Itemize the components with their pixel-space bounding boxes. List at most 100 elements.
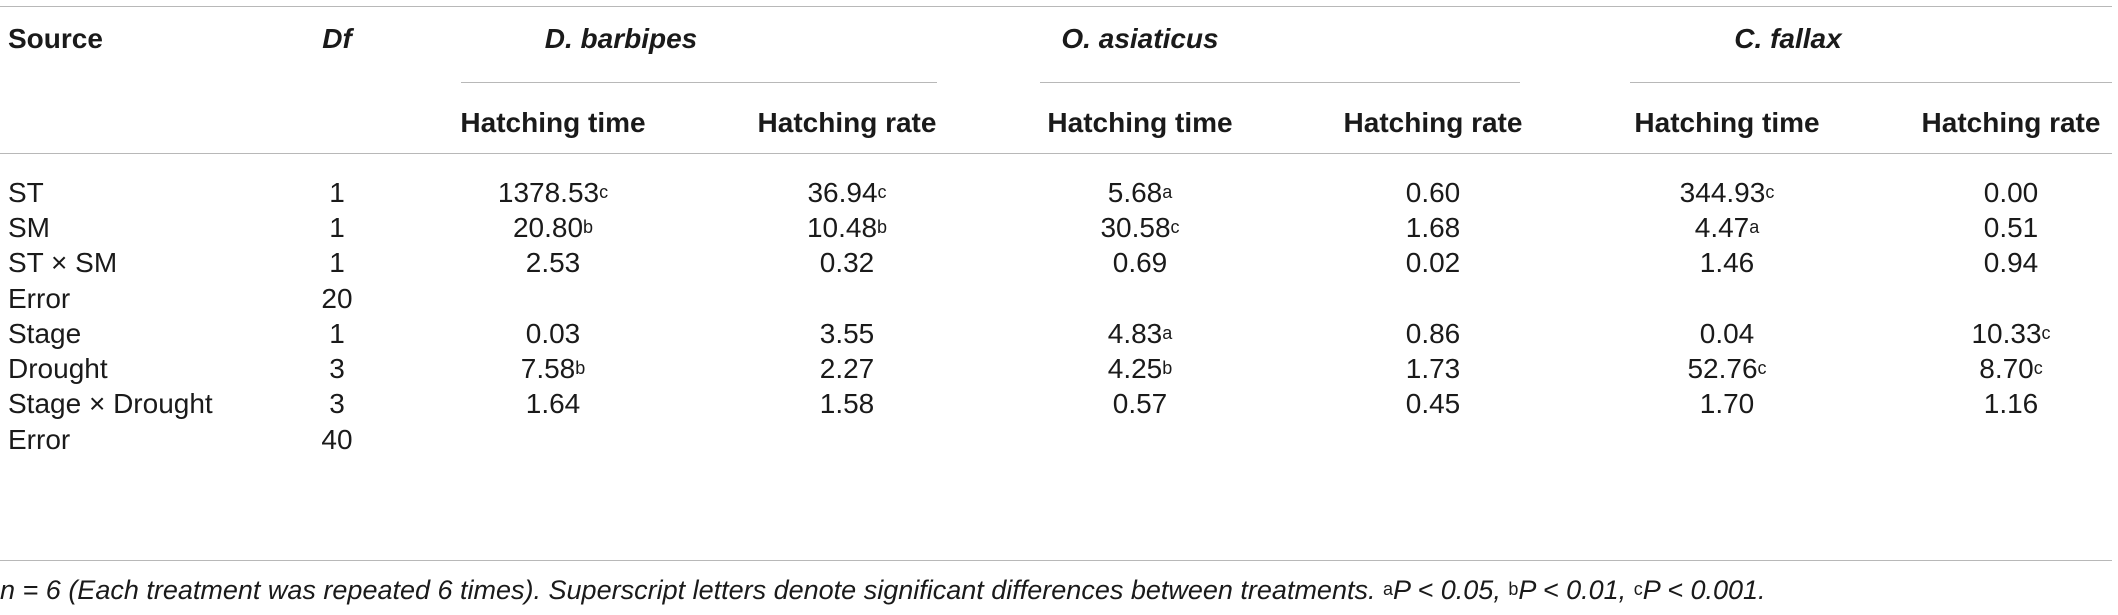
value-number: 7.58 (520, 353, 576, 384)
row-df: 20 (321, 283, 353, 314)
row-source: ST × SM (8, 247, 118, 278)
footnote-sep-1: , (1493, 575, 1509, 605)
value-number: 4.47 (1694, 212, 1750, 243)
value-number: 0.86 (1405, 318, 1461, 349)
row-source: Error (8, 424, 71, 455)
table-bottom-rule (0, 560, 2112, 561)
value-number: 20.80 (512, 212, 584, 243)
row-value: 52.76c (1687, 352, 1766, 386)
row-value: 5.68a (1108, 176, 1173, 210)
significance-letter: c (1757, 358, 1767, 378)
footnote-sig-a-text: P < 0.05 (1392, 575, 1494, 605)
row-value: 20.80b (513, 211, 593, 245)
value-number: 0.57 (1112, 388, 1168, 419)
value-number: 0.51 (1983, 212, 2039, 243)
row-df: 3 (329, 388, 345, 419)
footnote-sig-c-letter: c (1633, 579, 1643, 599)
value-number: 0.94 (1983, 247, 2039, 278)
row-value: 0.69 (1113, 246, 1168, 280)
header-hatching-time-2: Hatching time (1047, 107, 1233, 138)
row-value: 2.27 (820, 352, 875, 386)
significance-letter: c (2033, 358, 2043, 378)
row-value: 2.53 (526, 246, 581, 280)
value-number: 1.70 (1699, 388, 1755, 419)
row-source: Stage (8, 318, 82, 349)
value-number: 1378.53 (497, 177, 600, 208)
group-rule-1 (461, 82, 937, 83)
value-number: 0.60 (1405, 177, 1461, 208)
significance-letter: c (1765, 182, 1775, 202)
row-value: 3.55 (820, 317, 875, 351)
value-number: 344.93 (1679, 177, 1766, 208)
header-hatching-time-3: Hatching time (1634, 107, 1820, 138)
significance-letter: b (575, 358, 586, 378)
value-number: 52.76 (1687, 353, 1758, 384)
row-value: 1.73 (1406, 352, 1461, 386)
row-df: 1 (329, 318, 345, 349)
row-source: Drought (8, 353, 108, 384)
header-hatching-rate-1: Hatching rate (757, 107, 937, 138)
row-value: 4.83a (1108, 317, 1173, 351)
row-df: 1 (329, 247, 345, 278)
value-number: 8.70 (1979, 353, 2034, 384)
row-df: 1 (329, 177, 345, 208)
row-value: 1.68 (1406, 211, 1461, 245)
value-number: 2.27 (819, 353, 875, 384)
row-df: 1 (329, 212, 345, 243)
footnote-sep-2: , (1618, 575, 1634, 605)
value-number: 2.53 (525, 247, 581, 278)
value-number: 36.94 (807, 177, 878, 208)
row-df: 3 (329, 353, 345, 384)
value-number: 10.33 (1971, 318, 2042, 349)
significance-letter: a (1162, 182, 1173, 202)
row-value: 0.04 (1700, 317, 1755, 351)
row-value: 0.02 (1406, 246, 1461, 280)
row-value: 8.70c (1979, 352, 2043, 386)
row-value: 0.45 (1406, 387, 1461, 421)
row-value: 0.32 (820, 246, 875, 280)
significance-letter: b (877, 217, 888, 237)
value-number: 1.64 (525, 388, 581, 419)
row-value: 0.94 (1984, 246, 2039, 280)
value-number: 0.32 (819, 247, 875, 278)
footnote-sig-b-text: P < 0.01 (1518, 575, 1619, 605)
table-footnote: n = 6 (Each treatment was repeated 6 tim… (0, 573, 1766, 607)
value-number: 1.68 (1405, 212, 1461, 243)
value-number: 3.55 (819, 318, 875, 349)
value-number: 4.25 (1107, 353, 1163, 384)
row-value: 30.58c (1100, 211, 1179, 245)
header-hatching-rate-3: Hatching rate (1921, 107, 2101, 138)
significance-letter: c (877, 182, 887, 202)
row-value: 1.70 (1700, 387, 1755, 421)
value-number: 1.73 (1405, 353, 1461, 384)
header-bottom-rule (0, 153, 2112, 154)
row-value: 1.16 (1984, 387, 2039, 421)
footnote-sig-a-letter: a (1382, 579, 1393, 599)
significance-letter: c (2041, 323, 2051, 343)
row-value: 7.58b (521, 352, 586, 386)
value-number: 5.68 (1107, 177, 1163, 208)
footnote-text: (Each treatment was repeated 6 times). S… (60, 575, 1383, 605)
row-value: 36.94c (807, 176, 886, 210)
value-number: 30.58 (1100, 212, 1171, 243)
row-value: 0.57 (1113, 387, 1168, 421)
row-value: 0.60 (1406, 176, 1461, 210)
row-value: 1.64 (526, 387, 581, 421)
row-value: 10.48b (807, 211, 887, 245)
value-number: 0.04 (1699, 318, 1755, 349)
group-rule-2 (1040, 82, 1520, 83)
row-value: 1378.53c (498, 176, 608, 210)
group-rule-3 (1630, 82, 2112, 83)
significance-letter: b (583, 217, 594, 237)
row-df: 40 (321, 424, 353, 455)
value-number: 1.58 (819, 388, 875, 419)
footnote-sig-b-letter: b (1508, 579, 1519, 599)
significance-letter: c (599, 182, 609, 202)
header-species-2: O. asiaticus (1061, 23, 1219, 54)
value-number: 0.03 (525, 318, 581, 349)
value-number: 1.16 (1983, 388, 2039, 419)
row-value: 1.46 (1700, 246, 1755, 280)
row-value: 4.47a (1695, 211, 1760, 245)
row-value: 0.51 (1984, 211, 2039, 245)
significance-letter: a (1749, 217, 1760, 237)
